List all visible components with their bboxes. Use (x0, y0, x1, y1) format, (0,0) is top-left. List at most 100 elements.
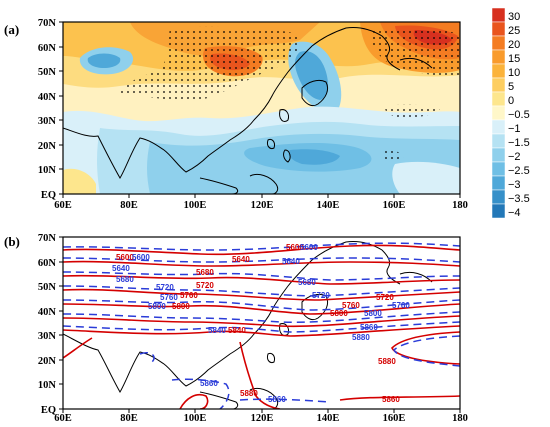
contour-label: 5800 (364, 309, 382, 318)
lon-tick-label: 160E (383, 200, 406, 211)
lon-tick-label: 140E (317, 200, 340, 211)
contour-label: 5600 (132, 253, 150, 262)
colorbar-swatch (491, 63, 506, 79)
lon-tick-label: 180 (452, 413, 468, 424)
colorbar-swatch (491, 91, 506, 107)
colorbar-swatch (491, 77, 506, 93)
contour-label: 5880 (240, 389, 258, 398)
lat-tick-label: EQ (41, 190, 56, 201)
contour-label: 5720 (312, 291, 330, 300)
lat-tick-label: 50N (38, 282, 57, 293)
colorbar-label: 30 (508, 11, 520, 23)
colorbar-label: −4 (508, 207, 521, 219)
lon-tick-label: 120E (251, 413, 274, 424)
contour-label: 5840 (208, 326, 226, 335)
colorbar-swatch (491, 203, 506, 219)
colorbar-label: −3.5 (508, 193, 530, 205)
contour-label: 5680 (116, 275, 134, 284)
panel-a-ticks (59, 21, 461, 198)
contour-label: 5600 (300, 243, 318, 252)
colorbar-swatch (491, 175, 506, 191)
contour-label: 5720 (156, 283, 174, 292)
lat-tick-label: 30N (38, 331, 57, 342)
colorbar-label: −2 (508, 151, 521, 163)
lon-tick-label: 160E (383, 413, 406, 424)
contour-label: 5640 (112, 264, 130, 273)
colorbar-label: 15 (508, 53, 520, 65)
contour-label: 5640 (282, 257, 300, 266)
colorbar-label: −1 (508, 123, 521, 135)
colorbar-swatch (491, 49, 506, 65)
colorbar-label: −2.5 (508, 165, 530, 177)
contour-label: 5680 (298, 278, 316, 287)
colorbar-label: 20 (508, 39, 520, 51)
lat-tick-label: EQ (41, 405, 56, 416)
contour-label: 5800 (330, 309, 348, 318)
contour-label: 5840 (228, 326, 246, 335)
contour-label: 5760 (342, 301, 360, 310)
panel-a-label: (a) (4, 22, 19, 37)
contour-label: 5760 (180, 291, 198, 300)
colorbar-label: 10 (508, 67, 520, 79)
colorbar-swatch (491, 21, 506, 37)
panel-b-contour-labels: 5600 5600 5600 5600 5640 5640 5640 5680 … (112, 243, 410, 404)
contour-label: 5860 (360, 323, 378, 332)
panel-a-stippling (119, 26, 460, 161)
lon-tick-label: 80E (120, 200, 138, 211)
contour-label: 5600 (116, 253, 134, 262)
colorbar-swatch (491, 133, 506, 149)
lat-tick-label: 20N (38, 356, 57, 367)
contour-label: 5880 (378, 357, 396, 366)
contour-label: 5860 (200, 379, 218, 388)
lat-tick-label: 60N (38, 258, 57, 269)
contour-label: 5720 (376, 293, 394, 302)
lat-tick-label: 50N (38, 67, 57, 78)
colorbar-label: −1.5 (508, 137, 530, 149)
colorbar-swatch (491, 7, 506, 23)
lon-tick-label: 100E (184, 413, 207, 424)
lat-tick-label: 40N (38, 307, 57, 318)
panel-a-lat-labels: EQ 10N 20N 30N 40N 50N 60N 70N (38, 18, 57, 201)
lon-tick-label: 140E (317, 413, 340, 424)
lon-tick-label: 60E (54, 200, 72, 211)
lat-tick-label: 60N (38, 43, 57, 54)
colorbar-swatch (491, 119, 506, 135)
colorbar-swatch (491, 105, 506, 121)
colorbar-label: 25 (508, 25, 520, 37)
colorbar-label: 5 (508, 81, 514, 93)
contour-label: 5860 (268, 395, 286, 404)
colorbar-label: 0 (508, 95, 514, 107)
contour-label: 5680 (196, 268, 214, 277)
lat-tick-label: 70N (38, 18, 57, 29)
contour-label: 5720 (196, 281, 214, 290)
colorbar-swatch (491, 35, 506, 51)
panel-b-lat-labels: EQ 10N 20N 30N 40N 50N 60N 70N (38, 233, 57, 416)
panel-a-lon-labels: 60E 80E 100E 120E 140E 160E 180 (54, 200, 468, 211)
lon-tick-label: 120E (251, 200, 274, 211)
panel-b-blue-contours (63, 242, 460, 409)
panel-b-lon-labels: 60E 80E 100E 120E 140E 160E 180 (54, 413, 468, 424)
contour-label: 5880 (352, 333, 370, 342)
contour-label: 5860 (382, 395, 400, 404)
colorbar-swatch (491, 147, 506, 163)
contour-label: 5800 (172, 302, 190, 311)
contour-label: 5760 (392, 301, 410, 310)
panel-b-ticks (59, 236, 461, 413)
lat-tick-label: 10N (38, 380, 57, 391)
colorbar-label: −3 (508, 179, 521, 191)
panel-a-coastlines (63, 27, 433, 194)
lon-tick-label: 60E (54, 413, 72, 424)
colorbar-swatch (491, 189, 506, 205)
lat-tick-label: 30N (38, 116, 57, 127)
lon-tick-label: 180 (452, 200, 468, 211)
contour-label: 5600 (286, 243, 304, 252)
contour-label: 5640 (232, 255, 250, 264)
contour-label: 5760 (160, 293, 178, 302)
contour-label: 5800 (148, 302, 166, 311)
lat-tick-label: 40N (38, 92, 57, 103)
lat-tick-label: 70N (38, 233, 57, 244)
colorbar: 30 25 20 15 10 5 0 −0.5 −1 −1.5 −2 −2.5 −3 −3.5 −4 (491, 7, 530, 219)
panel-b-red-contours (63, 244, 460, 409)
lat-tick-label: 20N (38, 141, 57, 152)
